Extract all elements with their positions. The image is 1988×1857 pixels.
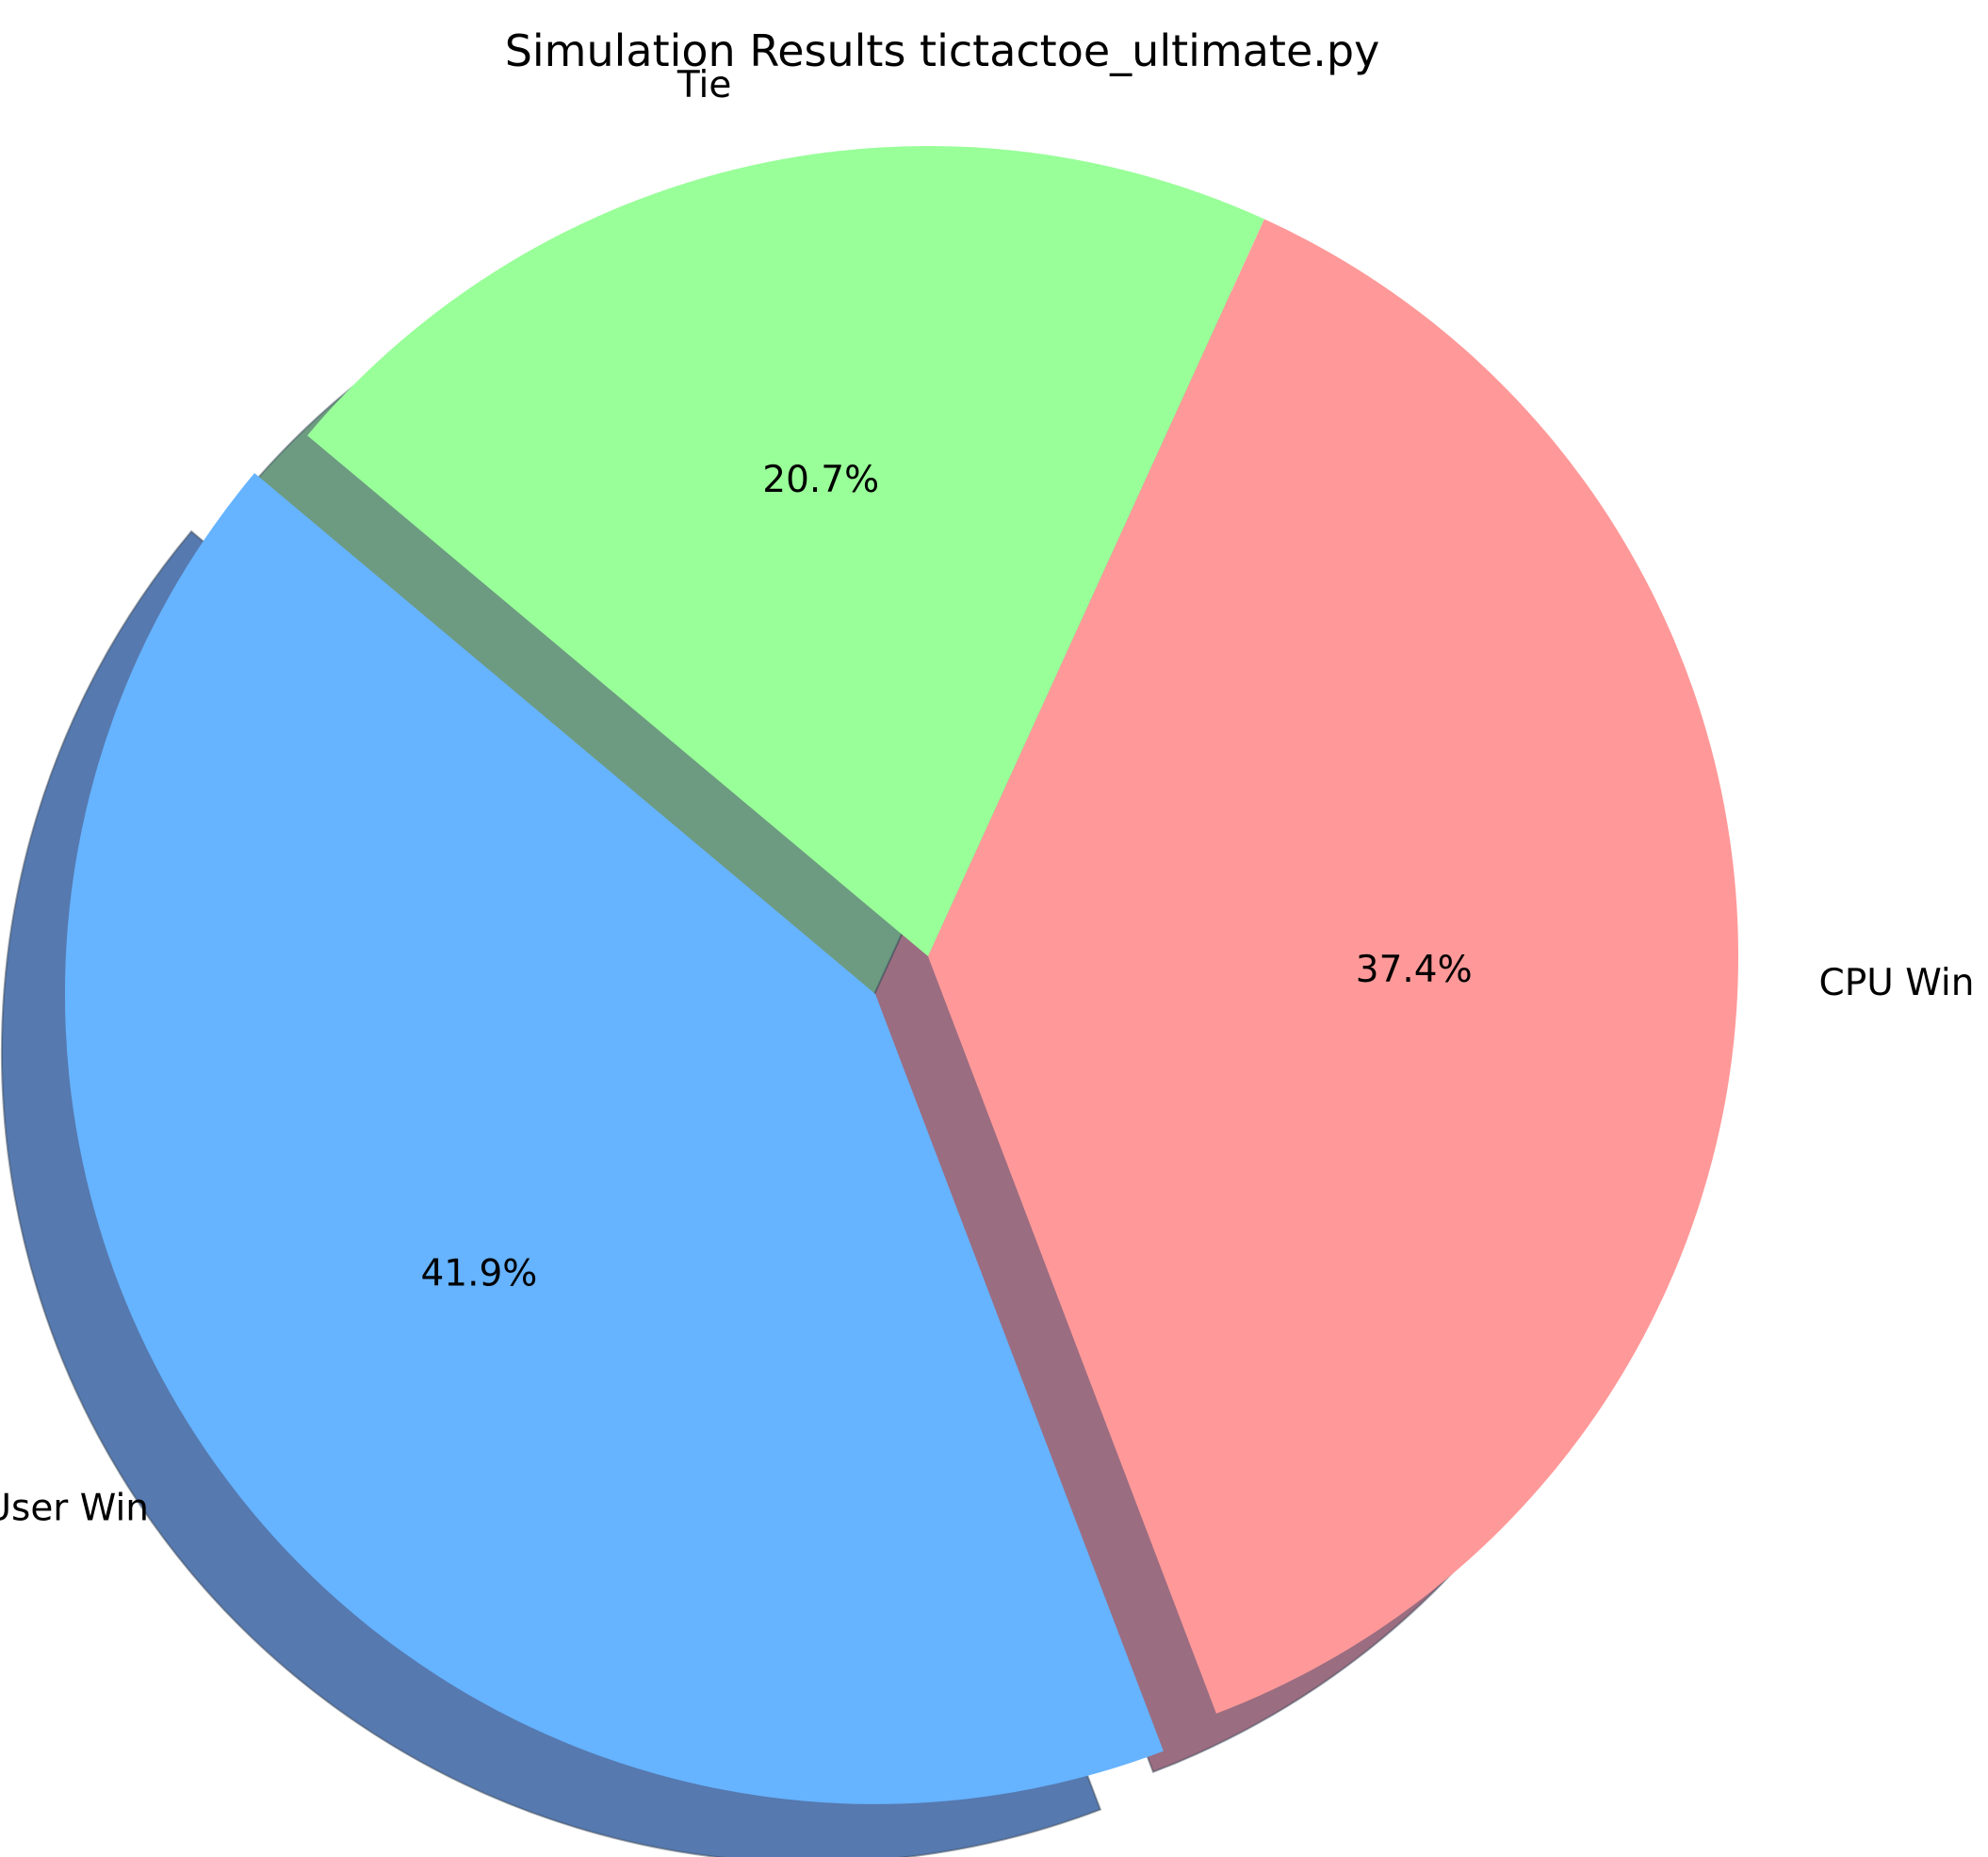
pct-label-cpu-win: 37.4% xyxy=(1356,949,1473,991)
pct-label-user-win: 41.9% xyxy=(420,1252,537,1295)
pie-slice-cpu-win xyxy=(928,219,1738,1714)
label-layer: User Win 41.9% CPU Win 37.4% Tie 20.7% xyxy=(0,64,1974,1530)
pie-slice-tie xyxy=(307,145,1264,956)
pie-slice-user-win xyxy=(64,473,1164,1804)
pct-label-tie: 20.7% xyxy=(762,459,879,501)
slice-label-user-win: User Win xyxy=(0,1488,149,1530)
slice-label-tie: Tie xyxy=(676,64,731,106)
chart-title: Simulation Results tictactoe_ultimate.py xyxy=(505,25,1380,76)
slice-layer xyxy=(64,145,1738,1804)
slice-label-cpu-win: CPU Win xyxy=(1819,962,1975,1004)
